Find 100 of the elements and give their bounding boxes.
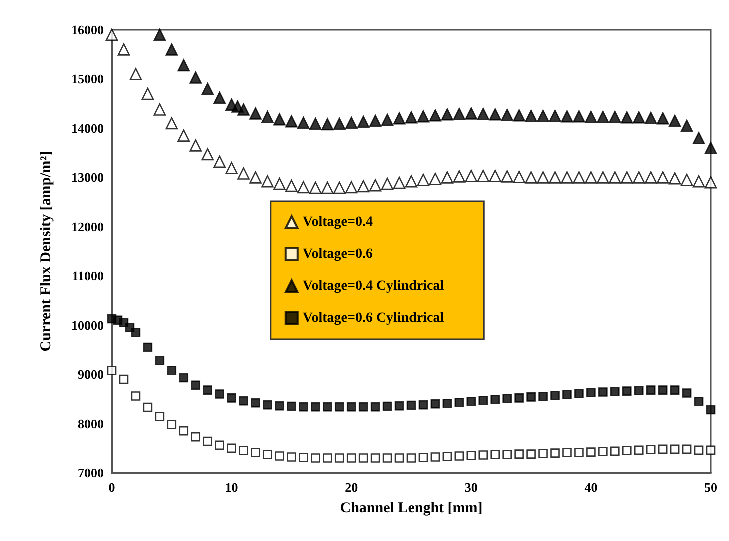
point [346,402,356,412]
point [118,44,130,56]
point [466,396,476,406]
point [143,342,153,352]
y-tick-label: 16000 [72,22,104,38]
point [610,387,620,396]
point [299,402,308,412]
x-tick-label: 0 [108,480,116,495]
y-tick-label: 10000 [72,318,104,333]
point [107,366,117,376]
point [538,449,548,458]
legend-label: Voltage=0.4 Cylindrical [302,279,444,294]
point [262,175,274,188]
point [490,395,500,404]
point [453,170,466,183]
legend-label: Voltage=0.4 [302,215,373,230]
point [155,412,165,422]
y-tick-label: 15000 [72,72,104,87]
point [501,170,514,183]
point [166,44,178,56]
point [622,386,632,396]
point [646,386,656,395]
point [381,178,394,190]
y-tick-label: 9000 [78,367,104,382]
y-tick-label: 13000 [72,170,104,186]
point [622,446,632,456]
x-axis-title: Channel Lenght [mm] [340,500,483,516]
point [574,448,584,458]
point [202,148,214,161]
point [680,120,694,132]
point [501,109,514,122]
point [322,402,332,412]
point [357,180,370,193]
point [658,444,668,454]
point [310,118,322,130]
point [526,392,536,402]
point [203,386,212,395]
point [441,172,454,184]
point [154,28,166,42]
point [286,115,298,128]
point [369,179,382,192]
point [417,110,430,123]
y-tick-label: 14000 [72,120,104,136]
point [586,448,596,457]
point [706,405,716,415]
legend-label: Voltage=0.6 [302,247,373,262]
point [609,172,622,184]
point [668,114,682,128]
point [334,402,344,412]
point [394,454,404,463]
point [525,172,538,184]
point [275,401,284,411]
point [238,104,250,116]
point [585,110,598,124]
point [321,182,334,194]
point [668,172,682,185]
legend-label: Voltage=0.6 Cylindrical [302,311,444,326]
point [429,109,442,122]
point [333,118,346,130]
point [179,426,189,436]
point [442,452,452,462]
point [634,446,644,456]
point [430,399,440,409]
point [406,400,416,410]
point [191,432,201,442]
point [263,450,272,460]
point [393,112,406,125]
point [644,172,658,184]
y-tick-label: 8000 [78,416,104,432]
point [644,112,658,124]
point [429,172,442,186]
point [382,454,392,463]
point [632,111,646,124]
point [586,388,596,398]
point [489,170,502,182]
point [525,110,538,122]
point [239,396,248,406]
point [406,454,416,463]
point [370,402,380,412]
point [143,402,153,412]
point [202,82,214,96]
point [154,104,166,116]
point [538,392,548,402]
point [274,178,286,190]
point [190,72,202,84]
point [502,394,512,404]
point [680,174,694,186]
x-tick-label: 20 [345,480,358,495]
point [513,109,526,122]
point [562,448,572,458]
point [502,450,512,460]
point [656,172,670,184]
point [166,117,178,130]
point [106,28,118,42]
point [179,373,189,383]
point [441,108,454,121]
point [620,172,634,184]
point [405,111,418,124]
point [466,451,476,460]
point [214,156,226,168]
